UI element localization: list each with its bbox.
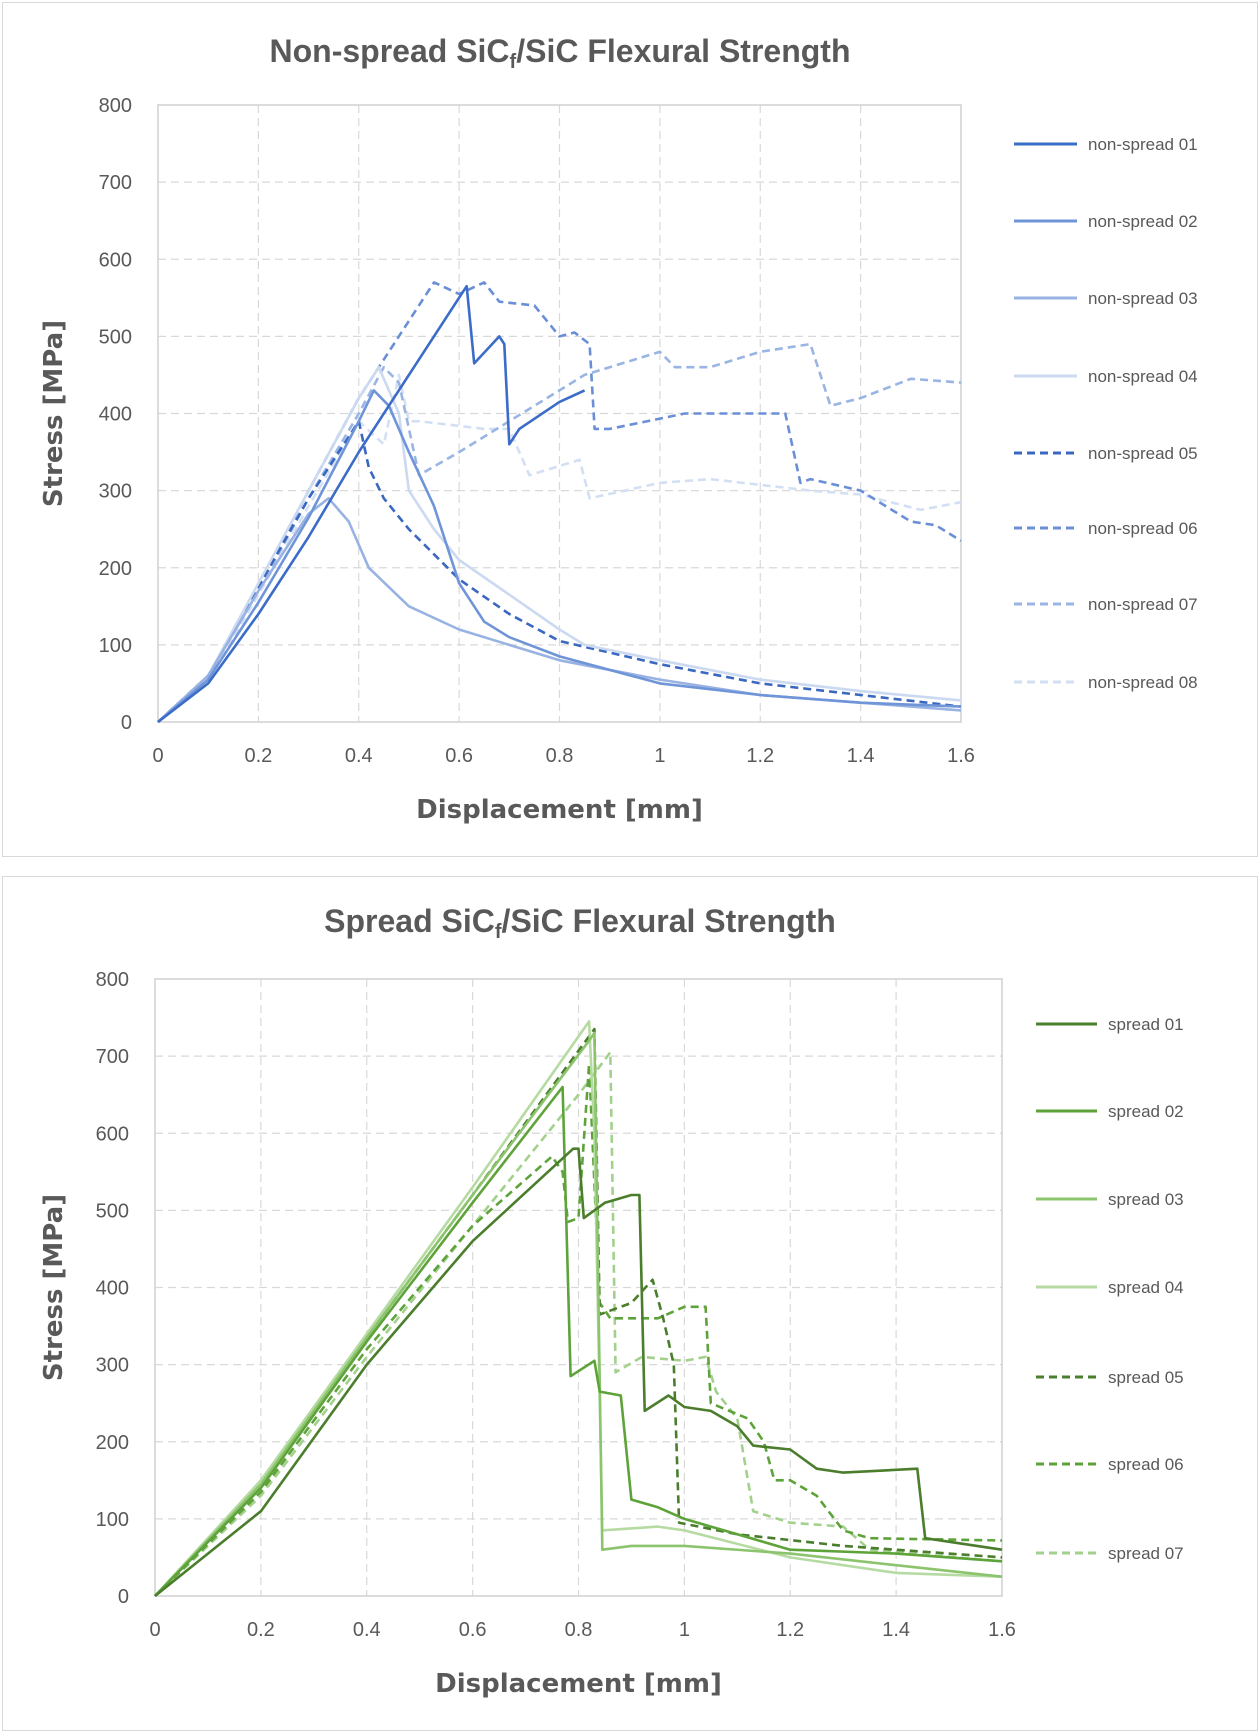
legend-item: non-spread 04: [1014, 367, 1198, 386]
y-tick-label: 500: [99, 326, 132, 348]
legend-label: spread 07: [1108, 1544, 1184, 1563]
series-line-non-spread-05: [157, 419, 962, 723]
legend-label: spread 02: [1108, 1102, 1184, 1121]
y-tick-label: 400: [99, 404, 132, 426]
y-tick-label: 200: [96, 1432, 129, 1454]
legend-label: non-spread 04: [1088, 367, 1198, 386]
legend-label: spread 05: [1108, 1368, 1184, 1387]
x-tick-label: 1.4: [847, 745, 875, 767]
legend-label: spread 01: [1108, 1015, 1184, 1034]
legend-item: non-spread 02: [1014, 212, 1198, 231]
chart-title: Spread SiCf/SiC Flexural Strength: [324, 903, 836, 943]
x-tick-label: 1: [654, 745, 665, 767]
x-tick-label: 0.2: [244, 745, 272, 767]
x-tick-label: 0.6: [445, 745, 473, 767]
x-tick-label: 0: [152, 745, 163, 767]
series-line-spread-03: [154, 1031, 1003, 1597]
series-line-spread-06: [154, 1062, 1003, 1597]
non-spread-chart: Non-spread SiCf/SiC Flexural Strength 0 0.…: [39, 33, 1198, 825]
y-tick-label: 500: [96, 1200, 129, 1222]
x-axis-label: Displacement [mm]: [416, 795, 703, 825]
legend-item: non-spread 07: [1014, 595, 1198, 614]
chart-title: Non-spread SiCf/SiC Flexural Strength: [270, 33, 851, 73]
series-line-non-spread-04: [157, 365, 962, 723]
y-tick-label: 600: [99, 249, 132, 271]
x-tick-label: 0.4: [353, 1619, 381, 1641]
series-line-spread-02: [154, 1085, 1003, 1597]
legend-item: spread 04: [1036, 1278, 1184, 1297]
x-tick-label: 1.2: [746, 745, 774, 767]
y-tick-label: 600: [96, 1123, 129, 1145]
x-tick-label: 0.8: [546, 745, 574, 767]
x-tick-label: 1.6: [988, 1619, 1016, 1641]
legend-label: non-spread 07: [1088, 595, 1198, 614]
legend-label: non-spread 03: [1088, 289, 1198, 308]
y-tick-label: 700: [96, 1046, 129, 1068]
plot-area: [157, 104, 962, 723]
y-axis-label: Stress [MPa]: [39, 1194, 69, 1381]
x-tick-label: 1.4: [882, 1619, 910, 1641]
x-tick-label: 1.6: [947, 745, 975, 767]
legend-label: non-spread 02: [1088, 212, 1198, 231]
series-line-spread-07: [154, 1051, 1003, 1597]
x-tick-label: 1.2: [776, 1619, 804, 1641]
y-tick-label: 400: [96, 1278, 129, 1300]
legend-label: non-spread 05: [1088, 444, 1198, 463]
plot-area: [154, 978, 1003, 1597]
legend-item: non-spread 06: [1014, 519, 1198, 538]
legend-item: spread 07: [1036, 1544, 1184, 1563]
spread-chart: Spread SiCf/SiC Flexural Strength 0 0.2 0.4…: [39, 903, 1184, 1699]
legend-label: spread 06: [1108, 1455, 1184, 1474]
legend-item: non-spread 03: [1014, 289, 1198, 308]
legend-label: non-spread 01: [1088, 135, 1198, 154]
y-tick-label: 0: [121, 712, 132, 734]
series-line-non-spread-02: [157, 389, 962, 723]
y-tick-label: 800: [96, 969, 129, 991]
spread-chart-panel: [2, 876, 1258, 1731]
series-line-non-spread-01: [157, 284, 586, 724]
legend-item: spread 02: [1036, 1102, 1184, 1121]
legend-item: spread 01: [1036, 1015, 1184, 1034]
x-tick-label: 0.4: [345, 745, 373, 767]
x-tick-label: 0.8: [565, 1619, 593, 1641]
y-tick-label: 0: [118, 1586, 129, 1608]
x-tick-label: 0.2: [247, 1619, 275, 1641]
legend-item: spread 03: [1036, 1190, 1184, 1209]
y-tick-label: 100: [96, 1509, 129, 1531]
x-tick-label: 1: [679, 1619, 690, 1641]
legend-label: spread 04: [1108, 1278, 1184, 1297]
x-axis-label: Displacement [mm]: [435, 1669, 722, 1699]
y-axis-label: Stress [MPa]: [39, 320, 69, 507]
y-tick-label: 100: [99, 635, 132, 657]
legend-label: spread 03: [1108, 1190, 1184, 1209]
y-tick-label: 200: [99, 558, 132, 580]
y-tick-label: 800: [99, 95, 132, 117]
y-tick-label: 700: [99, 172, 132, 194]
legend-item: non-spread 05: [1014, 444, 1198, 463]
y-tick-label: 300: [99, 481, 132, 503]
x-tick-label: 0.6: [459, 1619, 487, 1641]
legend-item: non-spread 08: [1014, 673, 1198, 692]
legend-item: spread 06: [1036, 1455, 1184, 1474]
y-tick-label: 300: [96, 1355, 129, 1377]
legend-label: non-spread 06: [1088, 519, 1198, 538]
legend-item: non-spread 01: [1014, 135, 1198, 154]
legend-item: spread 05: [1036, 1368, 1184, 1387]
legend-label: non-spread 08: [1088, 673, 1198, 692]
series-line-spread-01: [154, 1147, 1003, 1598]
x-tick-label: 0: [149, 1619, 160, 1641]
